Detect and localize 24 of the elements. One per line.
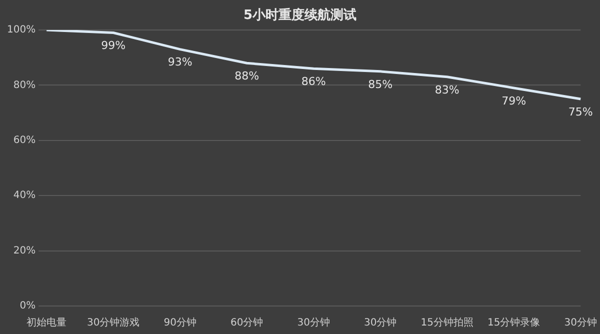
data-label: 79% — [502, 94, 526, 108]
x-tick-label: 60分钟 — [230, 316, 264, 329]
y-tick-label: 20% — [13, 245, 36, 256]
data-label: 85% — [368, 78, 393, 91]
y-tick-label: 60% — [13, 134, 36, 146]
x-tick-label: 30分钟 — [564, 316, 598, 329]
data-label: 83% — [434, 83, 460, 96]
y-tick-label: 40% — [13, 190, 36, 202]
y-tick-label: 0% — [20, 300, 36, 312]
data-label: 86% — [301, 75, 326, 88]
x-tick-label: 90分钟 — [164, 316, 196, 329]
x-tick-label: 30分钟 — [297, 316, 330, 329]
data-label: 88% — [234, 69, 260, 82]
data-label: 75% — [568, 105, 593, 118]
x-tick-label: 15分钟录像 — [488, 316, 540, 329]
x-tick-label: 15分钟拍照 — [420, 316, 474, 329]
y-tick-label: 80% — [13, 80, 36, 91]
x-tick-label: 初始电量 — [26, 316, 67, 329]
x-tick-label: 30分钟游戏 — [86, 316, 140, 329]
data-label: 99% — [101, 39, 126, 52]
x-tick-label: 30分钟 — [364, 316, 397, 329]
chart-title: 5小时重度续航测试 — [242, 6, 358, 24]
data-label: 93% — [168, 56, 192, 69]
y-tick-label: 100% — [6, 24, 36, 36]
